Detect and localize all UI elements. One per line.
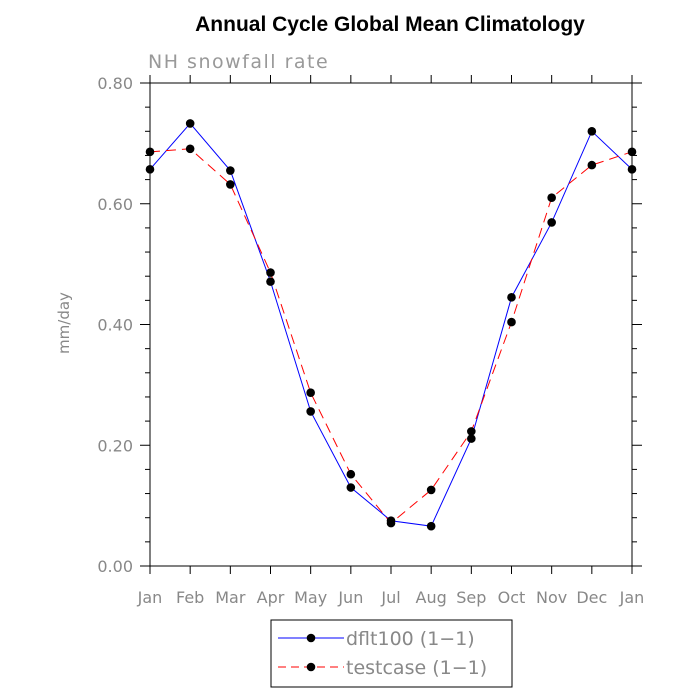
series-0-point [306,407,315,416]
series-0-point [426,521,436,531]
series-1-point [386,518,396,528]
series-1-point [306,388,315,398]
series-0-point [507,293,516,302]
legend-marker-testcase [306,662,316,672]
x-tick-label: Apr [257,588,285,607]
x-tick-label: Aug [416,588,447,607]
y-tick-labels: 0.00 0.20 0.40 0.60 0.80 [97,74,133,576]
series-0-point [587,127,597,136]
series-line-0 [149,122,633,527]
chart-subtitle: NH snowfall rate [148,51,329,73]
legend: dflt100 (1−1) testcase (1−1) [270,619,513,688]
x-tick-label: Feb [176,588,204,607]
series-1-point [266,268,275,277]
series-0-point [467,434,476,443]
y-tick-label: 0.60 [97,195,133,214]
legend-label-dflt100: dflt100 (1−1) [346,628,475,650]
x-tick-label: Dec [576,588,607,607]
series-1-point [587,160,597,170]
y-tick-label: 0.80 [97,74,133,93]
y-tick-label: 0.00 [97,557,133,576]
x-tick-labels: Jan Feb Mar Apr May Jun Jul Aug Sep Oct Nov Dec Jan [137,588,645,607]
x-tick-label: Jan [619,588,645,607]
series-layer [145,119,637,531]
legend-marker-dflt100 [306,633,316,643]
axis-ticks [140,75,642,574]
series-1-point [185,144,195,154]
series-1-point [467,427,476,436]
series-0-point [547,218,556,227]
x-tick-label: Jun [337,588,363,607]
x-tick-label: Nov [536,588,567,607]
x-tick-label: Mar [215,588,246,607]
x-tick-label: May [294,588,327,607]
plot-frame [149,82,633,567]
series-1-point [346,469,356,479]
x-tick-label: Sep [456,588,486,607]
series-1-point [226,180,235,189]
series-0-point [185,119,195,128]
y-tick-label: 0.40 [97,316,133,335]
y-tick-label: 0.20 [97,436,133,455]
chart-title: Annual Cycle Global Mean Climatology [195,13,585,36]
series-0-point [346,483,356,492]
series-0-point [266,277,275,286]
legend-label-testcase: testcase (1−1) [346,657,487,679]
x-tick-label: Oct [498,588,526,607]
series-1-point [507,317,516,327]
series-1-point [547,193,556,203]
y-axis-label: mm/day [55,292,73,354]
x-tick-label: Jan [137,588,163,607]
series-1-point [426,485,436,495]
legend-box [270,619,513,688]
x-tick-label: Jul [380,588,400,607]
series-0-point [226,166,235,175]
